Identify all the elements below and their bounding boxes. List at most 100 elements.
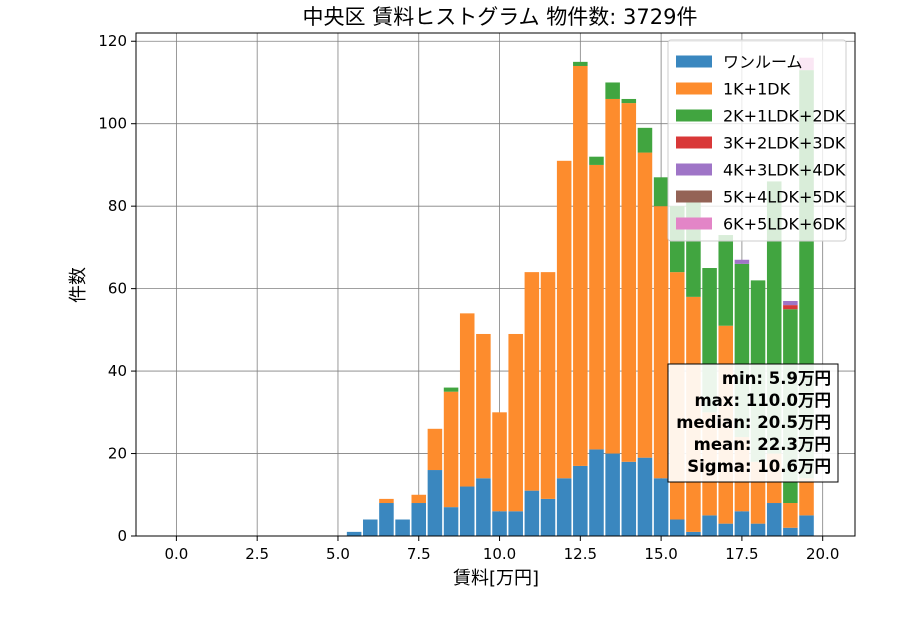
x-axis-label: 賃料[万円] xyxy=(453,568,539,589)
bar-segment xyxy=(443,391,459,508)
legend-swatch xyxy=(676,136,712,149)
bar-segment xyxy=(686,531,701,536)
bar-segment xyxy=(653,206,669,479)
x-tick-label: 2.5 xyxy=(245,545,269,563)
legend-swatch xyxy=(676,82,712,95)
bar-segment xyxy=(750,523,766,536)
y-tick-label: 80 xyxy=(108,197,127,215)
bar-segment xyxy=(589,156,604,165)
bar-segment xyxy=(524,490,540,536)
legend-label: 5K+4LDK+5DK xyxy=(723,188,846,207)
bar-segment xyxy=(476,478,491,536)
bar-segment xyxy=(411,503,427,536)
bar-segment xyxy=(702,515,717,536)
bar-segment xyxy=(573,61,588,66)
bar-segment xyxy=(783,300,798,306)
y-tick-label: 40 xyxy=(108,362,127,380)
x-tick-label: 5.0 xyxy=(326,545,350,563)
bar-segment xyxy=(427,428,443,471)
bar-segment xyxy=(379,503,394,536)
stats-box: min: 5.9万円 max: 110.0万円 median: 20.5万円 mean… xyxy=(667,363,839,483)
bar-segment xyxy=(556,160,572,479)
legend: ワンルーム 1K+1DK 2K+1LDK+2DK 3K+2LDK+3DK 4K+3LDK… xyxy=(667,39,847,242)
legend-label: 6K+5LDK+6DK xyxy=(723,215,846,234)
bar-segment xyxy=(637,152,653,458)
bar-segment xyxy=(783,527,798,536)
x-tick-label: 20.0 xyxy=(806,545,839,563)
bar-segment xyxy=(459,486,475,536)
bar-segment xyxy=(508,511,523,536)
bar-segment xyxy=(508,333,523,512)
bar-segment xyxy=(653,478,669,536)
y-tick-label: 120 xyxy=(98,32,127,50)
y-tick-label: 20 xyxy=(108,445,127,463)
legend-label: 2K+1LDK+2DK xyxy=(723,107,846,126)
bar-segment xyxy=(540,498,556,536)
y-axis-label: 件数 xyxy=(68,267,89,303)
bar-segment xyxy=(589,449,604,536)
x-tick-label: 0.0 xyxy=(164,545,188,563)
stats-line: min: 5.9万円 xyxy=(722,369,831,388)
chart-title: 中央区 賃料ヒストグラム 物件数: 3729件 xyxy=(303,5,698,29)
bar-segment xyxy=(573,465,588,536)
legend-label: 3K+2LDK+3DK xyxy=(723,134,846,153)
bar-segment xyxy=(476,333,491,479)
legend-label: 1K+1DK xyxy=(723,80,791,99)
bar-segment xyxy=(783,503,798,528)
x-tick-label: 7.5 xyxy=(407,545,431,563)
stats-box-frame xyxy=(667,363,839,483)
bar-segment xyxy=(605,82,620,99)
bar-segment xyxy=(653,177,669,207)
bar-segment xyxy=(492,412,507,512)
legend-label: 4K+3LDK+4DK xyxy=(723,161,846,180)
x-tick-label: 15.0 xyxy=(644,545,677,563)
bar-segment xyxy=(346,531,362,536)
legend-swatch xyxy=(676,109,712,122)
bar-segment xyxy=(734,511,750,536)
bar-segment xyxy=(799,515,814,536)
stats-line: mean: 22.3万円 xyxy=(694,435,831,454)
bar-segment xyxy=(540,272,556,499)
legend-box xyxy=(667,39,847,242)
bar-segment xyxy=(363,519,378,536)
bar-segment xyxy=(783,305,798,310)
bar-segment xyxy=(799,478,814,516)
bar-segment xyxy=(621,461,637,536)
bar-segment xyxy=(379,498,394,504)
y-tick-label: 100 xyxy=(98,115,127,133)
plot-frame xyxy=(135,32,856,537)
legend-swatch xyxy=(676,163,712,176)
x-tick-label: 17.5 xyxy=(725,545,758,563)
bar-segment xyxy=(637,127,653,153)
bar-segment xyxy=(443,387,459,392)
bar-segment xyxy=(734,259,750,264)
bar-segment xyxy=(605,98,620,454)
bar-segment xyxy=(718,523,734,536)
bar-segment xyxy=(427,470,443,536)
y-tick-label: 60 xyxy=(108,280,127,298)
bar-segment xyxy=(637,457,653,536)
stats-line: median: 20.5万円 xyxy=(676,413,831,432)
legend-swatch xyxy=(676,190,712,203)
bar-segment xyxy=(621,98,637,104)
bar-segment xyxy=(589,164,604,450)
bar-segment xyxy=(573,65,588,466)
bar-segment xyxy=(443,507,459,536)
bar-segment xyxy=(605,453,620,536)
legend-swatch xyxy=(676,55,712,68)
legend-swatch xyxy=(676,217,712,230)
bar-segment xyxy=(669,519,685,536)
bar-segment xyxy=(492,511,507,536)
y-axis-ticks: 0 20 40 60 80 100 120 xyxy=(98,32,136,545)
bar-segment xyxy=(766,503,782,536)
stats-line: max: 110.0万円 xyxy=(694,391,831,410)
x-axis-ticks: 0.0 2.5 5.0 7.5 10.0 12.5 15.0 17.5 20.0 xyxy=(164,536,839,563)
stats-line: Sigma: 10.6万円 xyxy=(687,457,831,476)
bar-segment xyxy=(556,478,572,536)
bar-segment xyxy=(459,313,475,487)
x-tick-label: 12.5 xyxy=(564,545,597,563)
bar-segment xyxy=(621,103,637,462)
bar-segment xyxy=(395,519,410,536)
bar-segment xyxy=(411,494,427,504)
